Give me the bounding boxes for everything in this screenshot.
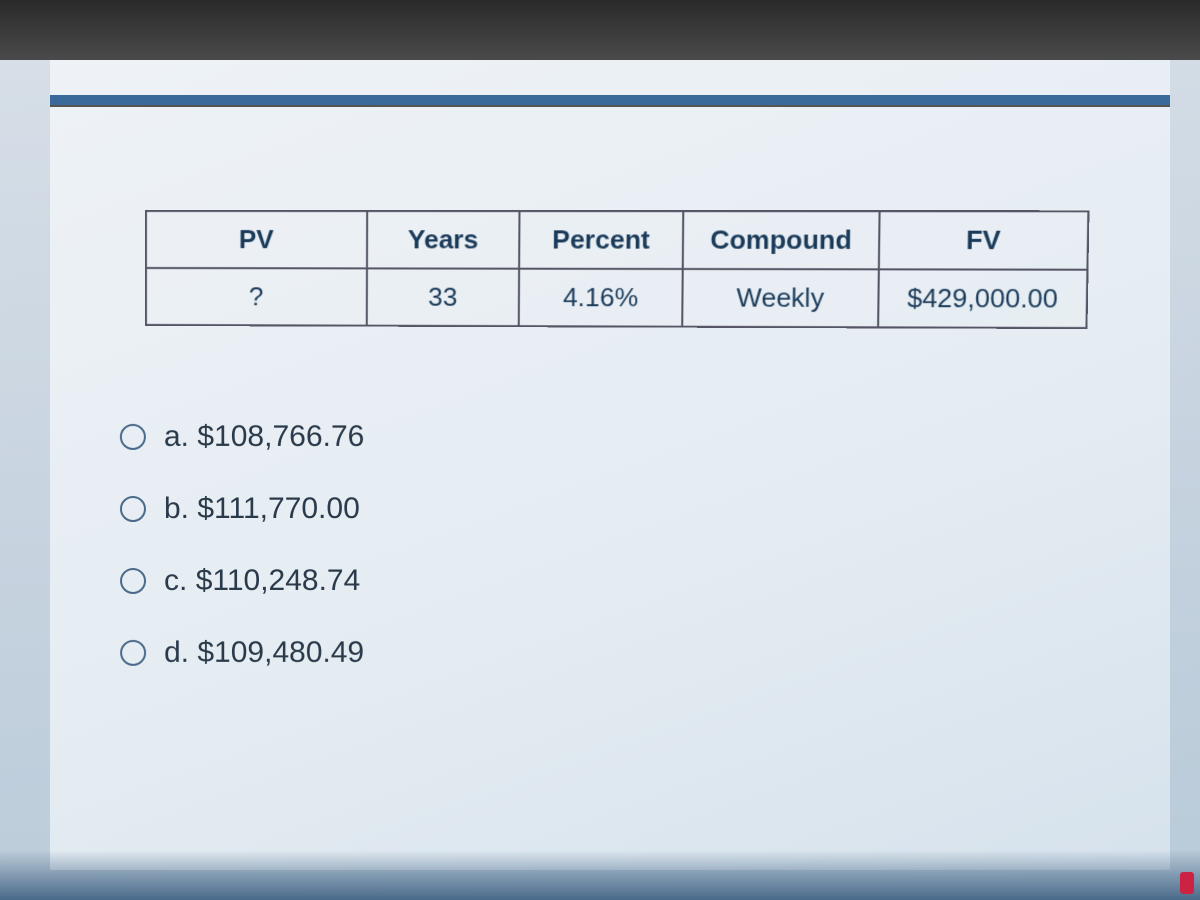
- answer-options-group: a. $108,766.76 b. $111,770.00 c. $110,24…: [120, 420, 364, 670]
- option-a[interactable]: a. $108,766.76: [120, 420, 364, 454]
- option-b[interactable]: b. $111,770.00: [120, 492, 364, 526]
- monitor-bezel-top: [0, 0, 1200, 60]
- column-header-percent: Percent: [519, 211, 683, 269]
- option-letter: c.: [164, 564, 187, 597]
- bottom-gradient: [0, 850, 1200, 900]
- option-value: $108,766.76: [197, 420, 364, 453]
- option-value: $111,770.00: [197, 492, 359, 525]
- radio-icon: [120, 424, 146, 450]
- option-d[interactable]: d. $109,480.49: [120, 636, 364, 670]
- radio-icon: [120, 568, 146, 594]
- column-header-pv: PV: [146, 211, 367, 268]
- column-header-compound: Compound: [683, 211, 880, 269]
- table-header-row: PV Years Percent Compound FV: [146, 211, 1088, 270]
- cell-pv: ?: [146, 268, 367, 326]
- option-label: d. $109,480.49: [164, 636, 364, 670]
- cell-percent: 4.16%: [519, 269, 683, 327]
- radio-icon: [120, 496, 146, 522]
- column-header-fv: FV: [879, 211, 1089, 269]
- option-letter: a.: [164, 420, 189, 453]
- cell-compound: Weekly: [682, 269, 879, 327]
- header-separator: [50, 95, 1170, 105]
- table-row: ? 33 4.16% Weekly $429,000.00: [146, 268, 1087, 328]
- option-label: c. $110,248.74: [164, 564, 360, 598]
- option-label: b. $111,770.00: [164, 492, 360, 526]
- radio-icon: [120, 640, 146, 666]
- option-value: $110,248.74: [196, 564, 361, 597]
- option-label: a. $108,766.76: [164, 420, 364, 454]
- option-letter: d.: [164, 636, 189, 669]
- option-c[interactable]: c. $110,248.74: [120, 564, 364, 598]
- cell-years: 33: [367, 268, 519, 326]
- option-letter: b.: [164, 492, 189, 525]
- cell-fv: $429,000.00: [878, 269, 1087, 328]
- column-header-years: Years: [367, 211, 520, 269]
- question-data-table: PV Years Percent Compound FV ? 33 4.16% …: [145, 210, 1089, 329]
- option-value: $109,480.49: [197, 636, 364, 669]
- corner-indicator: [1180, 872, 1194, 894]
